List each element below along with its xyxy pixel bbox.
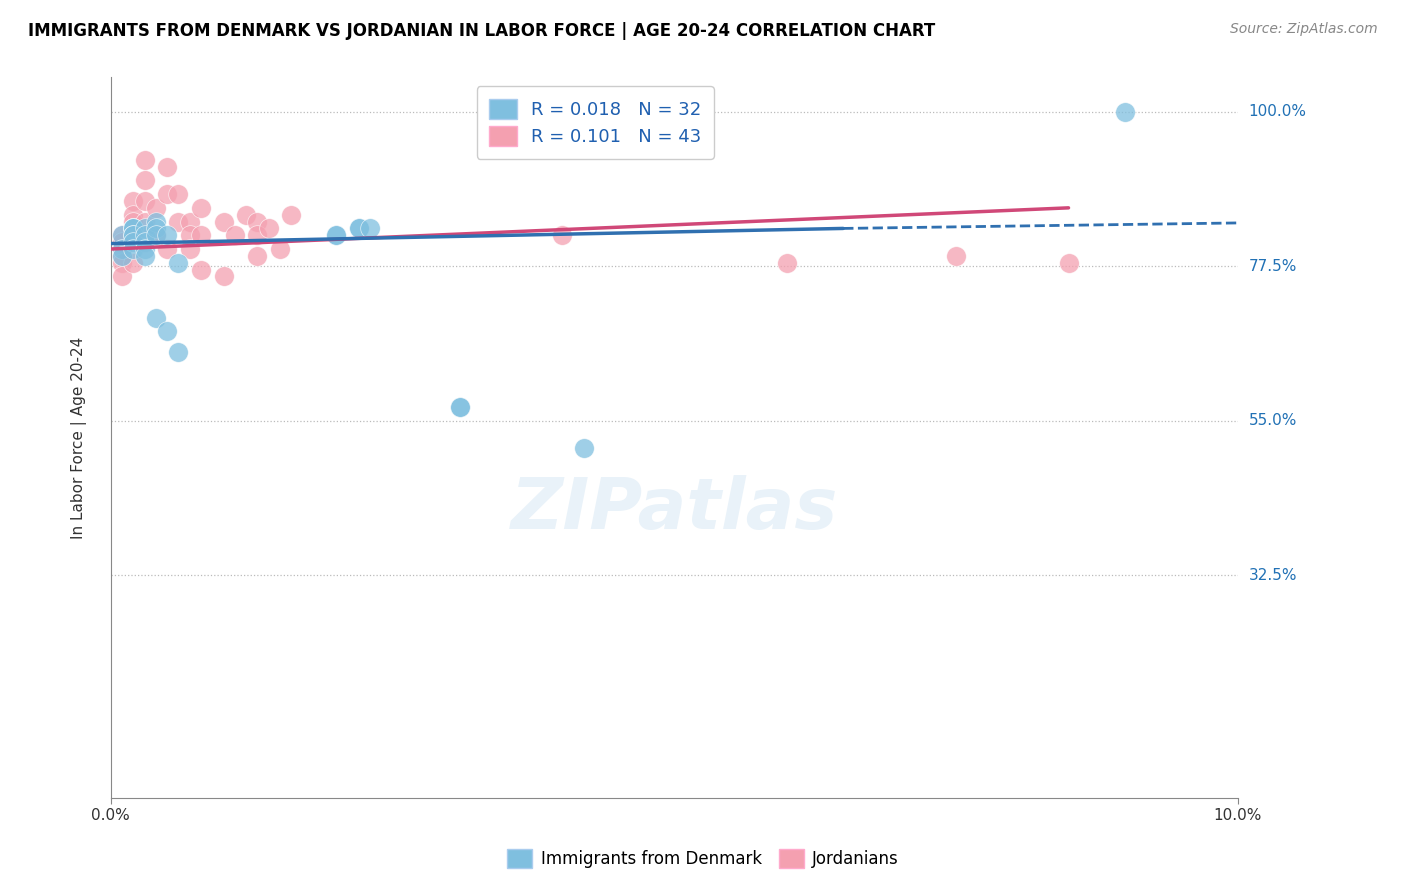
Point — [122, 194, 145, 208]
Point — [122, 256, 145, 270]
Point — [134, 153, 156, 167]
Point — [156, 160, 179, 174]
Point — [134, 228, 156, 243]
Point — [190, 262, 212, 277]
Point — [122, 221, 145, 235]
Point — [1114, 104, 1136, 119]
Point — [145, 221, 167, 235]
Text: 55.0%: 55.0% — [1249, 413, 1296, 428]
Point — [167, 214, 190, 228]
Point — [134, 249, 156, 263]
Point — [224, 228, 246, 243]
Point — [269, 242, 291, 256]
Point — [111, 235, 134, 249]
Text: ZIPatlas: ZIPatlas — [510, 475, 838, 544]
Point — [122, 235, 145, 249]
Point — [156, 228, 179, 243]
Point — [111, 256, 134, 270]
Point — [111, 242, 134, 256]
Point — [122, 221, 145, 235]
Point — [122, 242, 145, 256]
Point — [145, 310, 167, 325]
Y-axis label: In Labor Force | Age 20-24: In Labor Force | Age 20-24 — [72, 336, 87, 539]
Point — [145, 214, 167, 228]
Point — [134, 221, 156, 235]
Point — [167, 256, 190, 270]
Point — [111, 249, 134, 263]
Legend: Immigrants from Denmark, Jordanians: Immigrants from Denmark, Jordanians — [501, 843, 905, 875]
Point — [212, 214, 235, 228]
Point — [280, 208, 302, 222]
Point — [145, 228, 167, 243]
Point — [179, 228, 201, 243]
Point — [122, 214, 145, 228]
Point — [111, 228, 134, 243]
Point — [179, 242, 201, 256]
Text: 32.5%: 32.5% — [1249, 567, 1298, 582]
Point — [145, 228, 167, 243]
Point — [257, 221, 280, 235]
Point — [134, 194, 156, 208]
Point — [325, 228, 347, 243]
Point — [347, 221, 370, 235]
Text: 100.0%: 100.0% — [1249, 104, 1306, 120]
Point — [325, 228, 347, 243]
Point — [134, 214, 156, 228]
Point — [122, 228, 145, 243]
Point — [122, 221, 145, 235]
Point — [246, 228, 269, 243]
Point — [156, 324, 179, 338]
Point — [145, 201, 167, 215]
Point — [156, 187, 179, 202]
Point — [134, 173, 156, 187]
Point — [190, 201, 212, 215]
Text: IMMIGRANTS FROM DENMARK VS JORDANIAN IN LABOR FORCE | AGE 20-24 CORRELATION CHAR: IMMIGRANTS FROM DENMARK VS JORDANIAN IN … — [28, 22, 935, 40]
Point — [235, 208, 257, 222]
Point — [122, 221, 145, 235]
Point — [167, 345, 190, 359]
Point — [156, 242, 179, 256]
Point — [347, 221, 370, 235]
Point — [945, 249, 967, 263]
Point — [111, 228, 134, 243]
Point — [134, 242, 156, 256]
Point — [122, 228, 145, 243]
Point — [179, 214, 201, 228]
Point — [122, 228, 145, 243]
Point — [122, 208, 145, 222]
Point — [572, 441, 595, 455]
Point — [1057, 256, 1080, 270]
Point — [776, 256, 799, 270]
Point — [111, 242, 134, 256]
Point — [359, 221, 381, 235]
Text: 77.5%: 77.5% — [1249, 259, 1296, 274]
Point — [212, 269, 235, 284]
Text: Source: ZipAtlas.com: Source: ZipAtlas.com — [1230, 22, 1378, 37]
Point — [449, 400, 471, 414]
Point — [550, 228, 572, 243]
Point — [246, 214, 269, 228]
Point — [111, 269, 134, 284]
Point — [190, 228, 212, 243]
Point — [246, 249, 269, 263]
Point — [134, 235, 156, 249]
Legend: R = 0.018   N = 32, R = 0.101   N = 43: R = 0.018 N = 32, R = 0.101 N = 43 — [477, 87, 714, 159]
Point — [111, 249, 134, 263]
Point — [167, 187, 190, 202]
Point — [449, 400, 471, 414]
